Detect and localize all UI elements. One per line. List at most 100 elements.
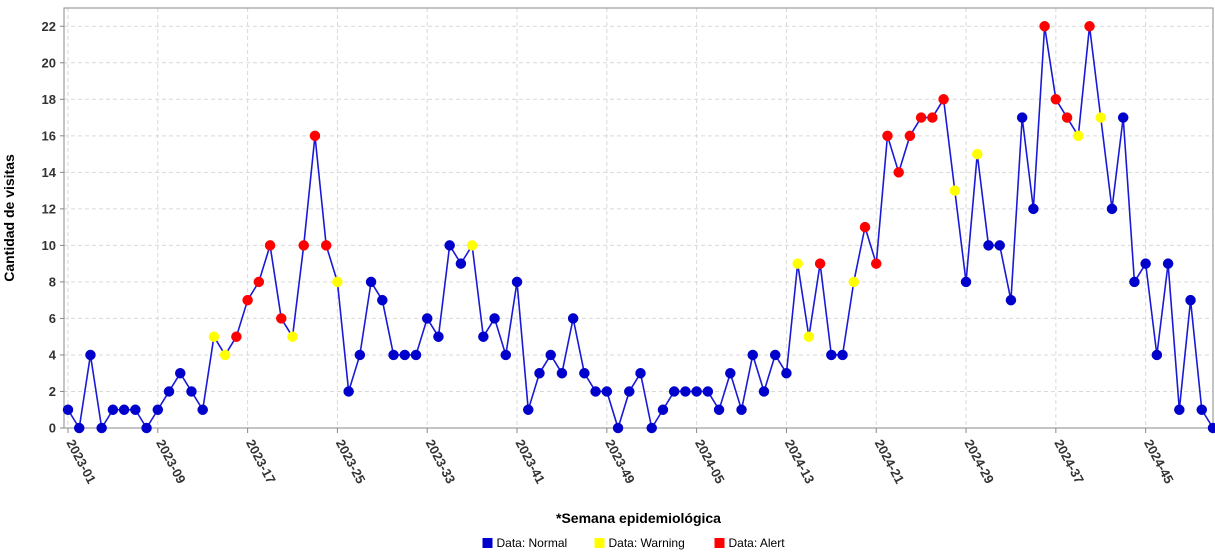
- y-tick-label: 18: [42, 92, 56, 107]
- y-tick-label: 8: [49, 274, 56, 289]
- data-point: [915, 112, 927, 123]
- data-point: [657, 404, 669, 415]
- x-axis: 2023-01 2023-09 2023-17 2023-25 2023-33 2023-…: [63, 428, 1177, 486]
- x-tick-label: 2024-37: [1051, 437, 1087, 486]
- series-line: [67, 26, 1214, 431]
- data-point: [556, 367, 568, 379]
- data-point: [938, 94, 949, 105]
- data-point: [1084, 21, 1095, 32]
- data-point: [163, 386, 175, 397]
- data-point: [736, 404, 747, 415]
- x-tick-label: 2023-41: [512, 437, 548, 486]
- data-point: [837, 349, 848, 361]
- y-tick-label: 0: [49, 421, 56, 436]
- data-point: [567, 313, 579, 324]
- data-point: [107, 404, 119, 415]
- data-point: [1016, 112, 1028, 123]
- x-tick-label: 2023-09: [153, 437, 189, 486]
- y-tick-label: 6: [49, 311, 56, 326]
- data-point: [1039, 21, 1050, 32]
- data-point: [489, 313, 500, 324]
- data-point: [1196, 404, 1208, 415]
- data-point: [590, 386, 601, 397]
- x-tick-label: 2024-05: [692, 437, 728, 486]
- legend-swatch-alert: [714, 538, 725, 548]
- data-point: [960, 276, 972, 288]
- data-point: [264, 240, 276, 251]
- data-point: [410, 349, 422, 361]
- grid: [64, 8, 1213, 429]
- data-point: [242, 294, 253, 306]
- data-point: [758, 386, 770, 397]
- data-point: [96, 422, 107, 434]
- data-point: [680, 386, 691, 397]
- legend: Data: Normal Data: Warning Data: Alert: [482, 536, 786, 550]
- data-point: [1028, 203, 1039, 215]
- y-tick-label: 2: [49, 384, 56, 399]
- data-point: [365, 276, 377, 288]
- data-point: [219, 349, 231, 361]
- y-tick-label: 4: [49, 347, 57, 362]
- data-point: [702, 386, 714, 397]
- data-point: [691, 386, 702, 397]
- x-tick-label: 2024-13: [782, 437, 818, 486]
- y-tick-label: 20: [42, 55, 56, 70]
- data-point: [354, 349, 366, 361]
- legend-label-warning: Data: Warning: [609, 536, 685, 550]
- data-point: [534, 367, 545, 379]
- data-point: [803, 331, 815, 342]
- plot-area: [63, 7, 1214, 429]
- data-point: [466, 240, 478, 251]
- data-point: [343, 386, 354, 397]
- y-tick-label: 12: [42, 201, 56, 216]
- data-point: [972, 148, 983, 160]
- y-tick-label: 22: [42, 19, 56, 34]
- data-point: [523, 404, 534, 415]
- data-point: [859, 221, 871, 233]
- data-point: [208, 331, 220, 342]
- data-point: [792, 258, 803, 269]
- data-point: [994, 240, 1005, 251]
- data-point: [769, 349, 781, 361]
- data-point: [309, 130, 321, 142]
- y-tick-label: 10: [42, 238, 56, 253]
- data-point: [983, 240, 994, 251]
- data-point: [500, 349, 512, 361]
- y-axis-title: Cantidad de visitas: [1, 154, 17, 282]
- data-point: [1129, 276, 1140, 288]
- data-point: [1005, 294, 1017, 306]
- data-point: [287, 331, 298, 342]
- x-tick-label: 2023-01: [63, 437, 99, 486]
- data-point: [175, 367, 186, 379]
- data-point: [725, 367, 736, 379]
- data-point: [1151, 349, 1163, 361]
- data-point: [152, 404, 164, 415]
- data-point: [1061, 112, 1073, 123]
- data-point: [197, 404, 208, 415]
- data-point: [433, 331, 444, 342]
- x-axis-title: *Semana epidemiológica: [556, 510, 721, 526]
- data-point: [1185, 294, 1196, 306]
- data-point: [747, 349, 758, 361]
- data-point: [186, 386, 197, 397]
- data-point: [545, 349, 556, 361]
- data-point: [870, 258, 882, 269]
- data-point: [118, 404, 130, 415]
- data-point: [949, 185, 961, 196]
- legend-swatch-normal: [482, 538, 493, 548]
- data-point: [478, 331, 489, 342]
- data-point: [882, 130, 893, 142]
- x-tick-label: 2024-29: [962, 437, 998, 486]
- legend-label-alert: Data: Alert: [729, 536, 786, 550]
- data-point: [893, 167, 904, 178]
- x-tick-label: 2024-21: [872, 437, 908, 486]
- data-point: [635, 367, 646, 379]
- data-point: [612, 422, 624, 434]
- data-point: [1207, 422, 1215, 434]
- data-point: [388, 349, 399, 361]
- data-point: [231, 331, 242, 342]
- data-point: [85, 349, 96, 361]
- y-tick-label: 16: [42, 128, 56, 143]
- data-point: [781, 367, 792, 379]
